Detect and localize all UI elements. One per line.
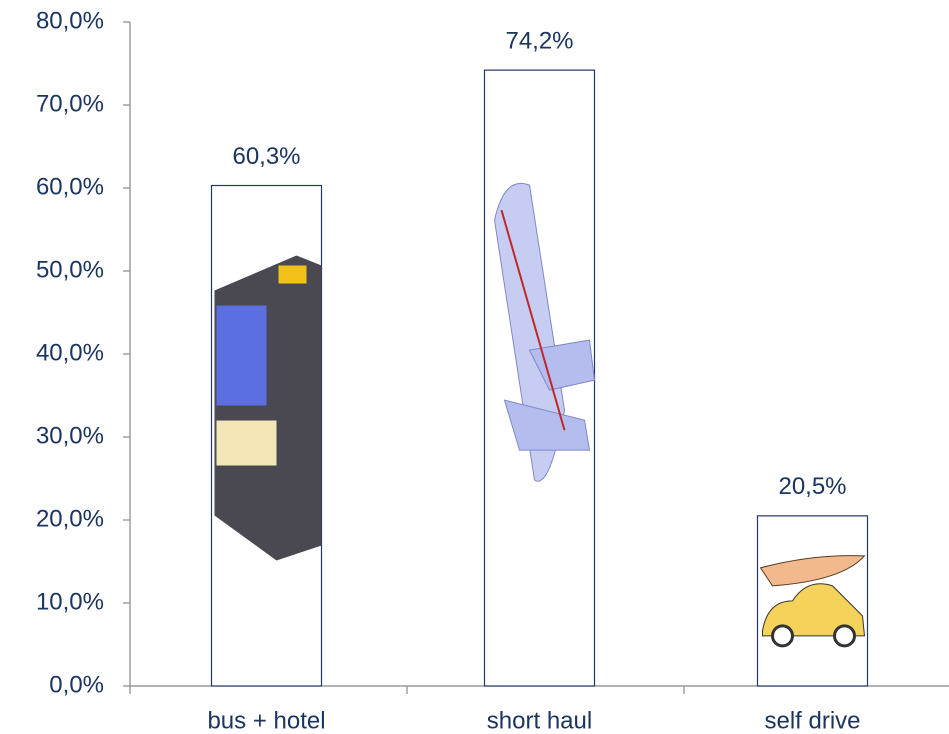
bus-icon — [215, 256, 322, 561]
bus-stripe — [217, 421, 277, 466]
bus-sign — [279, 266, 307, 284]
bus-windows — [217, 306, 267, 406]
y-tick-label: 20,0% — [36, 505, 104, 532]
value-label: 60,3% — [232, 143, 300, 170]
value-label: 74,2% — [505, 27, 573, 54]
y-tick-label: 40,0% — [36, 339, 104, 366]
y-tick-label: 0,0% — [49, 671, 104, 698]
y-tick-label: 10,0% — [36, 588, 104, 615]
y-tick-label: 30,0% — [36, 422, 104, 449]
car-wheel — [773, 626, 793, 646]
y-tick-label: 60,0% — [36, 173, 104, 200]
x-tick-label: short haul — [487, 707, 592, 734]
chart: 0,0% 10,0% 20,0% 30,0% 40,0% 50,0% 60,0% 70,0% 8… — [0, 0, 949, 734]
x-tick-label: bus + hotel — [207, 707, 325, 734]
y-tick-label: 80,0% — [36, 7, 104, 34]
y-tick-label: 70,0% — [36, 90, 104, 117]
x-tick-label: self drive — [764, 707, 860, 734]
value-label: 20,5% — [778, 473, 846, 500]
y-tick-label: 50,0% — [36, 256, 104, 283]
car-wheel — [835, 626, 855, 646]
